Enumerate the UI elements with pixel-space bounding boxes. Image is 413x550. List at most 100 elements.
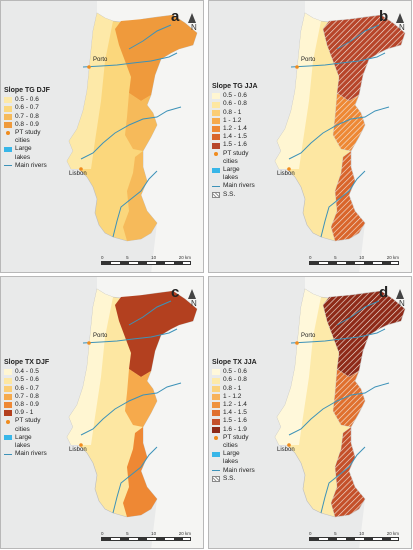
legend-pt-cities: PT study xyxy=(212,150,258,158)
legend-ss-icon xyxy=(212,475,220,482)
legend-rivers-label: Main rivers xyxy=(15,161,47,169)
map-svg xyxy=(66,1,203,272)
legend-class-label: 0.8 - 0.9 xyxy=(15,401,39,409)
scale-label: 20 km xyxy=(386,531,399,536)
legend-rivers-icon xyxy=(4,453,12,455)
region-zone xyxy=(125,369,157,427)
river-line xyxy=(82,328,178,344)
significance-hatch xyxy=(332,368,366,428)
region-coastal xyxy=(67,289,113,445)
scale-label: 5 xyxy=(334,255,337,260)
legend-class: 0.7 - 0.8 xyxy=(4,393,49,401)
city-label-lisbon: Lisbon xyxy=(277,171,295,177)
river-line xyxy=(290,328,386,344)
legend-ss: S.S. xyxy=(212,475,257,483)
legend-swatch xyxy=(212,369,220,376)
legend-swatch xyxy=(212,418,220,425)
legend-class-label: 1.5 - 1.6 xyxy=(223,141,247,149)
legend-class-label: 1.6 - 1.9 xyxy=(223,425,247,433)
city-marker xyxy=(79,167,83,171)
city-label-porto: Porto xyxy=(301,57,316,63)
legend-lakes-label-line2: lakes xyxy=(15,442,31,450)
city-marker xyxy=(287,167,291,171)
legend-class: 0.4 - 0.5 xyxy=(4,368,49,376)
legend-class-label: 0.4 - 0.5 xyxy=(15,368,39,376)
legend-pt-cities-label: PT study xyxy=(15,129,41,137)
legend-class: 0.8 - 1 xyxy=(212,109,258,117)
legend-swatch xyxy=(212,142,220,149)
legend-ss-label: S.S. xyxy=(223,474,236,482)
legend-swatch xyxy=(4,410,12,417)
legend-class: 1.2 - 1.4 xyxy=(212,401,257,409)
legend-title: Slope TX JJA xyxy=(212,359,257,366)
legend: Slope TX DJF 0.4 - 0.5 0.5 - 0.6 0.6 - 0.7 0… xyxy=(4,359,49,458)
city-label-porto: Porto xyxy=(93,57,108,63)
city-label-lisbon: Lisbon xyxy=(277,447,295,453)
legend-class: 0.8 - 0.9 xyxy=(4,401,49,409)
legend-class: 0.7 - 0.8 xyxy=(4,113,50,121)
north-label: N xyxy=(399,23,405,32)
legend-class: 1 - 1.2 xyxy=(212,393,257,401)
legend-ss-icon xyxy=(212,191,220,198)
scale-label: 10 xyxy=(151,531,157,536)
legend-pt-cities-label-line2: cities xyxy=(223,157,238,165)
river-line xyxy=(288,382,390,436)
legend-swatch xyxy=(212,410,220,417)
legend-swatch xyxy=(4,402,12,409)
legend-class: 1 - 1.2 xyxy=(212,117,258,125)
legend-class-label: 0.5 - 0.6 xyxy=(15,96,39,104)
legend-swatch xyxy=(212,385,220,392)
legend-class-label: 0.8 - 1 xyxy=(223,108,242,116)
scale-label: 20 km xyxy=(178,255,191,260)
legend-class-label: 0.5 - 0.6 xyxy=(15,376,39,384)
legend-class: 0.6 - 0.7 xyxy=(4,104,50,112)
legend-class: 0.5 - 0.6 xyxy=(4,376,49,384)
legend-lakes: Large xyxy=(212,166,258,174)
legend-rivers-label: Main rivers xyxy=(223,182,255,190)
scale-bar: 0 5 10 20 km xyxy=(101,255,191,265)
legend-class-label: 0.6 - 0.8 xyxy=(223,376,247,384)
legend-swatch xyxy=(4,113,12,120)
legend-lakes-label: Large xyxy=(15,433,32,441)
legend-swatch xyxy=(212,134,220,141)
legend-lakes-icon xyxy=(4,435,12,441)
north-label: N xyxy=(191,23,197,32)
legend-pt-cities-label: PT study xyxy=(223,149,249,157)
map-svg xyxy=(274,1,411,272)
legend-pt-cities: PT study xyxy=(4,417,49,425)
legend-swatch xyxy=(4,377,12,384)
scale-label: 0 xyxy=(101,255,104,260)
legend-pt-cities-icon xyxy=(214,435,218,440)
legend-class-label: 0.5 - 0.6 xyxy=(223,368,247,376)
legend-lakes-label-line2: lakes xyxy=(223,174,239,182)
region-coastal xyxy=(275,13,321,169)
region-coastal xyxy=(275,289,321,445)
legend-rivers: Main rivers xyxy=(4,162,50,170)
scale-label: 20 km xyxy=(178,531,191,536)
legend-pt-cities-label: PT study xyxy=(15,417,41,425)
city-label-lisbon: Lisbon xyxy=(69,447,87,453)
significance-hatch xyxy=(332,92,366,152)
legend-class-label: 1.2 - 1.4 xyxy=(223,125,247,133)
city-marker xyxy=(287,443,291,447)
city-marker xyxy=(295,65,299,69)
panel-letter: a xyxy=(171,8,180,25)
legend-pt-cities: PT study xyxy=(212,434,257,442)
neighbour-land xyxy=(97,1,203,272)
legend-swatch xyxy=(212,402,220,409)
river-line xyxy=(288,106,390,160)
legend-swatch xyxy=(4,97,12,104)
legend-class: 0.9 - 1 xyxy=(4,409,49,417)
river-line xyxy=(82,52,178,68)
legend-class-label: 1 - 1.2 xyxy=(223,116,242,124)
city-marker xyxy=(79,443,83,447)
legend-swatch xyxy=(4,393,12,400)
river-line xyxy=(112,170,158,238)
legend-lakes-label-line2: lakes xyxy=(223,458,239,466)
legend-class-label: 1.5 - 1.6 xyxy=(223,417,247,425)
north-arrow-icon xyxy=(188,289,196,299)
city-marker xyxy=(87,341,91,345)
scale-bar: 0 5 10 20 km xyxy=(101,531,191,541)
panel-letter: d xyxy=(379,284,389,301)
